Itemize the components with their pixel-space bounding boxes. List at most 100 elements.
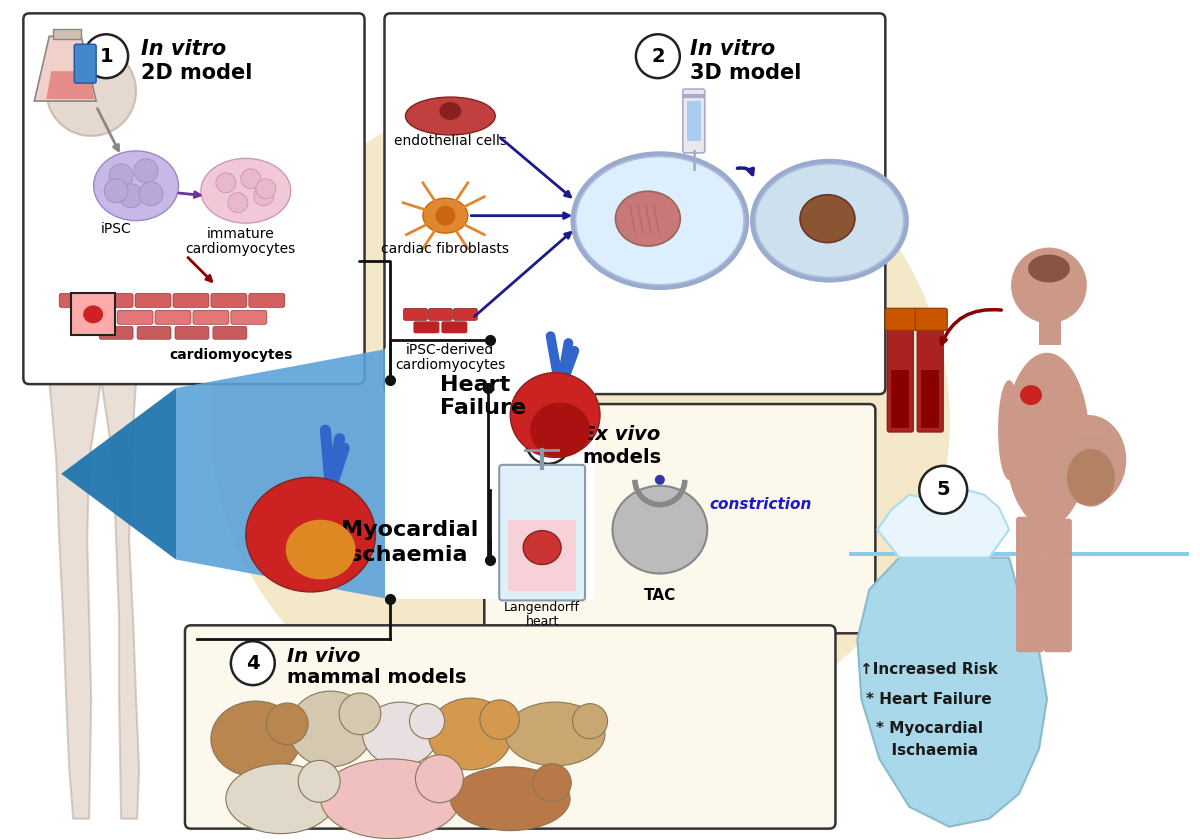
FancyBboxPatch shape [385,349,595,600]
FancyBboxPatch shape [71,293,115,335]
Text: Ex vivo: Ex vivo [582,425,660,444]
Ellipse shape [755,163,905,278]
Text: immature: immature [206,227,275,240]
Circle shape [230,641,275,685]
Circle shape [409,704,444,738]
Ellipse shape [211,81,949,759]
Ellipse shape [1058,434,1118,506]
FancyBboxPatch shape [137,326,170,339]
Ellipse shape [211,701,301,777]
FancyBboxPatch shape [248,293,284,307]
Ellipse shape [83,306,103,323]
FancyBboxPatch shape [485,404,875,633]
Text: iPSC: iPSC [101,222,132,236]
Circle shape [636,34,680,78]
Circle shape [299,760,340,802]
FancyBboxPatch shape [442,322,467,333]
Circle shape [109,164,133,188]
Circle shape [134,159,158,183]
FancyBboxPatch shape [922,370,940,428]
FancyBboxPatch shape [23,13,365,384]
Text: heart: heart [526,615,559,627]
Ellipse shape [94,151,179,221]
FancyBboxPatch shape [1039,320,1061,345]
Text: iPSC-derived: iPSC-derived [407,344,494,357]
Text: endothelial cells: endothelial cells [394,134,506,148]
FancyBboxPatch shape [59,293,95,307]
Ellipse shape [439,102,461,120]
Text: Ischaemia: Ischaemia [881,743,978,759]
Ellipse shape [510,373,600,457]
FancyBboxPatch shape [173,293,209,307]
Ellipse shape [200,159,290,223]
FancyBboxPatch shape [403,308,427,320]
Text: Myocardial: Myocardial [341,520,478,539]
Text: 5: 5 [936,480,950,499]
Text: Ischaemia: Ischaemia [341,544,467,564]
FancyBboxPatch shape [499,465,586,601]
FancyBboxPatch shape [686,101,701,141]
Polygon shape [176,349,390,600]
Polygon shape [858,558,1046,827]
Ellipse shape [406,97,496,135]
Text: constriction: constriction [709,497,812,512]
Circle shape [228,192,248,213]
FancyBboxPatch shape [155,310,191,324]
FancyBboxPatch shape [850,552,1189,555]
Ellipse shape [286,520,355,580]
Ellipse shape [1004,353,1090,528]
Circle shape [84,34,128,78]
FancyBboxPatch shape [100,326,133,339]
Text: In vitro: In vitro [690,39,775,60]
Circle shape [104,179,128,202]
Ellipse shape [1067,449,1115,507]
Text: Langendorff: Langendorff [504,601,580,614]
Text: In vitro: In vitro [142,39,227,60]
Text: cardiomyocytes: cardiomyocytes [169,349,293,362]
Circle shape [533,764,571,802]
Circle shape [919,466,967,514]
Text: Failure: Failure [440,398,527,418]
Polygon shape [877,488,1009,558]
Circle shape [119,184,143,207]
Ellipse shape [246,477,376,592]
Text: cardiomyocytes: cardiomyocytes [395,358,505,372]
FancyBboxPatch shape [185,625,835,828]
FancyBboxPatch shape [212,326,247,339]
Ellipse shape [800,195,854,243]
FancyBboxPatch shape [193,310,229,324]
Ellipse shape [320,759,461,838]
Circle shape [340,693,380,735]
FancyBboxPatch shape [118,310,154,324]
Text: models: models [582,449,661,467]
FancyBboxPatch shape [454,308,478,320]
Circle shape [241,169,260,189]
FancyBboxPatch shape [917,318,943,432]
FancyBboxPatch shape [1016,517,1044,652]
Text: 3D model: 3D model [690,63,802,83]
Text: * Myocardial: * Myocardial [876,722,983,737]
FancyBboxPatch shape [230,310,266,324]
Text: cardiomyocytes: cardiomyocytes [186,242,296,255]
Text: cardiac fibroblasts: cardiac fibroblasts [382,242,509,255]
Ellipse shape [422,198,468,234]
FancyBboxPatch shape [428,308,452,320]
Polygon shape [43,136,139,819]
Ellipse shape [612,486,707,574]
FancyBboxPatch shape [53,29,82,39]
Ellipse shape [530,402,590,457]
Text: * Heart Failure: * Heart Failure [866,691,992,706]
Text: 3: 3 [541,433,554,451]
Ellipse shape [575,156,745,286]
FancyBboxPatch shape [916,308,947,330]
Polygon shape [47,71,94,99]
Ellipse shape [1028,255,1070,282]
FancyBboxPatch shape [887,318,913,432]
Circle shape [436,206,455,226]
FancyBboxPatch shape [175,326,209,339]
Text: 2: 2 [652,47,665,66]
Ellipse shape [1020,385,1042,405]
Circle shape [139,181,163,206]
FancyBboxPatch shape [892,370,910,428]
Text: In vivo: In vivo [287,647,360,666]
